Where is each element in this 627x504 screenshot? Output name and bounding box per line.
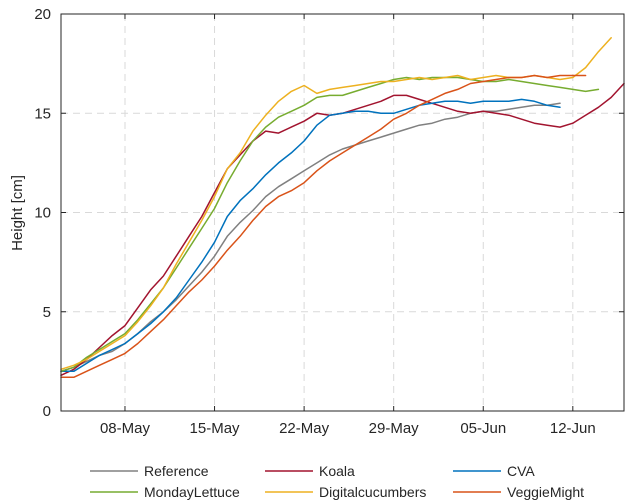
series-line-veggiemight <box>60 74 587 379</box>
legend-label-reference: Reference <box>144 463 209 479</box>
y-tick-label: 10 <box>34 205 51 222</box>
x-tick-label: 22-May <box>279 420 330 437</box>
x-tick-label: 12-Jun <box>550 420 596 437</box>
legend-label-veggiemight: VeggieMight <box>507 484 584 500</box>
y-tick-label: 15 <box>34 105 51 122</box>
legend: Reference Koala CVA MondayLettuce Digitalcuc… <box>90 463 584 500</box>
legend-label-koala: Koala <box>319 463 355 479</box>
x-tick-label: 08-May <box>100 420 151 437</box>
series-line-cva <box>60 98 561 373</box>
x-tick-label: 15-May <box>190 420 241 437</box>
y-axis: 0 5 10 15 20 <box>34 6 624 420</box>
x-tick-label: 29-May <box>369 420 420 437</box>
x-tick-label: 05-Jun <box>460 420 506 437</box>
legend-label-mondaylettuce: MondayLettuce <box>144 484 240 500</box>
y-tick-label: 20 <box>34 6 51 23</box>
series-line-mondaylettuce <box>60 76 600 373</box>
series-layer <box>60 37 625 379</box>
y-tick-label: 0 <box>43 403 51 420</box>
y-axis-title: Height [cm] <box>9 175 26 251</box>
legend-label-cva: CVA <box>507 463 535 479</box>
legend-label-digitalcucumbers: Digitalcucumbers <box>319 484 426 500</box>
y-tick-label: 5 <box>43 304 51 321</box>
x-axis: 08-May 15-May 22-May 29-May 05-Jun 12-Jun <box>100 14 596 437</box>
